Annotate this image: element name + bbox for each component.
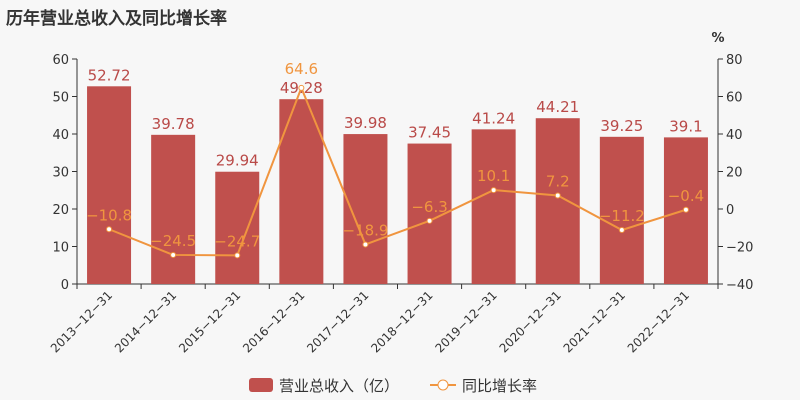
growth-point	[490, 187, 497, 194]
legend-line-marker	[437, 379, 449, 391]
left-tick-label: 0	[61, 278, 69, 293]
bar	[87, 86, 132, 284]
right-tick-label: −20	[726, 241, 753, 256]
x-tick-label: 2020−12−31	[497, 288, 564, 355]
growth-line	[108, 85, 687, 257]
growth-value-label: −11.2	[599, 207, 645, 225]
right-axis-unit: %	[711, 31, 724, 46]
growth-value-label: −24.5	[150, 232, 196, 250]
growth-value-label: −6.3	[411, 198, 447, 216]
bar	[535, 118, 580, 285]
left-tick-label: 10	[52, 241, 69, 256]
growth-value-label: −24.7	[214, 232, 260, 250]
growth-point	[234, 252, 241, 259]
growth-point	[618, 227, 625, 233]
bar-value-label: 41.24	[472, 109, 515, 127]
growth-value-label: −0.4	[668, 187, 704, 205]
left-tick-label: 60	[52, 53, 69, 68]
x-tick-label: 2015−12−31	[176, 288, 243, 355]
growth-value-label: 7.2	[546, 173, 570, 191]
growth-point	[554, 192, 561, 199]
x-tick-label: 2018−12−31	[368, 288, 435, 355]
left-tick-label: 40	[52, 128, 69, 143]
right-tick-label: 80	[726, 53, 743, 68]
bar-value-label: 44.21	[536, 98, 579, 116]
x-tick-label: 2019−12−31	[432, 288, 499, 355]
right-tick-label: 60	[726, 91, 743, 106]
bar-value-label: 39.98	[344, 114, 387, 132]
bar	[279, 99, 324, 284]
right-tick-label: −40	[726, 278, 753, 293]
bar-value-label: 39.78	[152, 115, 195, 133]
legend-line-label: 同比增长率	[462, 377, 537, 395]
left-tick-label: 20	[52, 203, 69, 218]
bar-value-label: 37.45	[408, 124, 451, 142]
x-tick-label: 2017−12−31	[304, 288, 371, 355]
right-tick-label: 20	[726, 166, 743, 181]
left-tick-label: 50	[52, 91, 69, 106]
growth-value-label: 10.1	[477, 167, 510, 185]
left-tick-label: 30	[52, 166, 69, 181]
x-tick-label: 2016−12−31	[240, 288, 307, 355]
bar	[471, 129, 516, 284]
growth-point	[426, 217, 433, 224]
x-tick-label: 2021−12−31	[561, 288, 628, 355]
growth-point	[298, 84, 305, 91]
bar-value-label: 29.94	[216, 152, 259, 170]
x-tick-label: 2013−12−31	[48, 288, 115, 355]
bar	[215, 171, 260, 284]
growth-point	[682, 206, 689, 213]
bar-value-label: 39.25	[600, 117, 643, 135]
growth-point	[106, 226, 113, 233]
growth-value-label: 64.6	[285, 60, 318, 78]
bar	[151, 134, 196, 284]
legend-bar-label: 营业总收入（亿）	[279, 377, 399, 395]
growth-value-label: −18.9	[342, 221, 388, 239]
growth-point	[362, 241, 369, 248]
bar	[599, 136, 644, 284]
growth-value-label: −10.8	[86, 206, 132, 224]
right-tick-label: 0	[726, 203, 734, 218]
legend-bar-swatch	[249, 378, 273, 392]
bar-value-label: 52.72	[88, 66, 131, 84]
right-tick-label: 40	[726, 128, 743, 143]
growth-point	[170, 251, 177, 258]
chart-title: 历年营业总收入及同比增长率	[6, 9, 227, 29]
bar-value-label: 39.1	[669, 117, 702, 135]
x-tick-label: 2022−12−31	[625, 288, 692, 355]
x-tick-label: 2014−12−31	[112, 288, 179, 355]
